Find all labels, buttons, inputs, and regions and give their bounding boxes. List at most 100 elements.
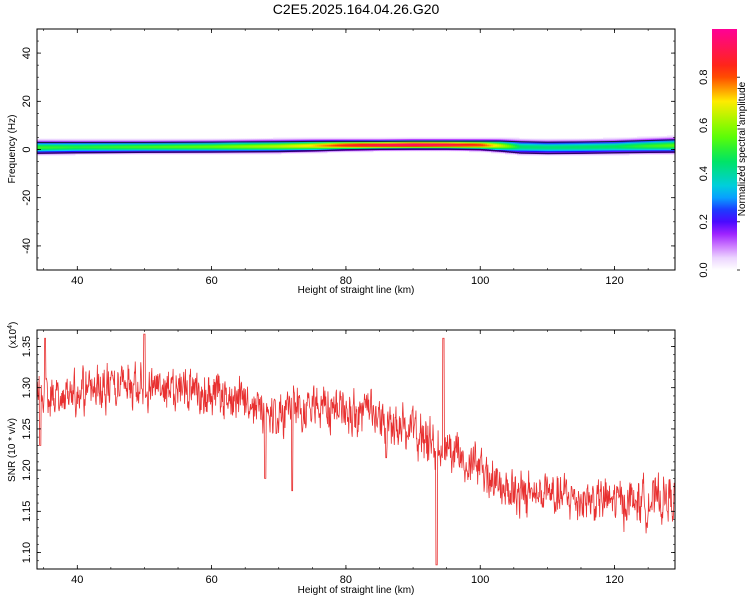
spectrogram-cell [331,148,334,151]
spectrogram-cell [231,149,234,152]
spectrogram-cell [411,145,414,147]
spectrogram-cell [357,143,360,145]
spectrogram-band-edge [259,150,262,153]
spectrogram-cell [369,137,372,140]
spectrogram-cell [71,140,74,143]
spectrogram-cell [617,153,620,156]
spectrogram-cell [655,142,658,144]
spectrogram-cell [601,153,604,156]
spectrogram-band-edge [231,151,234,153]
spectrogram-cell [69,140,72,143]
spectrogram-cell [361,144,364,146]
spectrogram-band-edge [605,152,608,154]
spectrogram-cell [459,147,462,149]
spectrogram-band-edge [549,152,552,155]
spectrogram-cell [129,138,132,141]
spectrogram-cell [509,145,512,147]
spectrogram-cell [277,149,280,152]
spectrogram-band-edge [443,140,446,142]
spectrogram-cell [535,151,538,154]
spectrogram-cell [649,138,652,141]
spectrogram-cell [385,142,388,144]
spectrogram-cell [53,148,56,151]
spectrogram-cell [291,147,294,149]
spectrogram-cell [567,153,570,156]
spectrogram-cell [329,150,332,153]
spectrogram-cell [211,138,214,141]
spectrogram-cell [473,142,476,144]
spectrogram-cell [257,142,260,144]
spectrogram-band-edge [311,140,314,142]
spectrogram-cell [143,145,146,147]
spectrogram-cell [103,145,106,147]
spectrogram-cell [49,145,52,147]
spectrogram-cell [611,148,614,151]
spectrogram-band-edge [395,148,398,150]
spectrogram-cell [169,152,172,155]
spectrogram-cell [619,145,622,147]
spectrogram-cell [297,145,300,147]
spectrogram-band-edge [215,141,218,143]
spectrogram-cell [117,148,120,151]
spectrogram-cell [307,137,310,140]
spectrogram-cell [529,148,532,151]
spectrogram-band-edge [561,141,564,143]
spectrogram-band-edge [579,141,582,143]
spectrogram-band-edge [275,150,278,153]
spectrogram-cell [201,138,204,141]
spectrogram-cell [629,149,632,152]
spectrogram-cell [437,143,440,145]
spectrogram-cell [599,148,602,151]
spectrogram-cell [199,148,202,151]
spectrogram-cell [543,149,546,152]
spectrogram-cell [101,146,104,148]
spectrogram-cell [415,144,418,146]
spectrogram-cell [507,149,510,152]
spectrogram-cell [255,147,258,149]
spectrogram-band-edge [465,140,468,142]
spectrogram-cell [549,138,552,141]
spectrogram-band-edge [353,148,356,151]
spectrogram-cell [329,137,332,140]
spectrogram-cell [201,143,204,145]
spectrogram-cell [359,137,362,140]
spectrogram-cell [255,149,258,152]
spectrogram-cell [257,147,260,149]
spectrogram-cell [455,142,458,144]
spectrogram-cell [475,150,478,153]
spectrogram-band-edge [235,151,238,153]
spectrogram-cell [605,145,608,147]
spectrogram-cell [301,147,304,149]
spectrogram-band-edge [507,151,510,153]
spectrogram-cell [507,151,510,154]
spectrogram-cell [489,137,492,140]
spectrogram-band-edge [77,141,80,143]
spectrogram-band-edge [639,140,642,142]
spectrogram-cell [133,147,136,149]
spectrogram-cell [523,144,526,146]
spectrogram-cell [313,148,316,151]
spectrogram-band-edge [199,141,202,143]
spectrogram-cell [631,143,634,145]
spectrogram-cell [493,138,496,141]
spectrogram-cell [291,139,294,142]
spectrogram-cell [645,152,648,155]
spectrogram-cell [309,148,312,151]
spectrogram-cell [153,152,156,155]
spectrogram-cell [527,149,530,152]
spectrogram-cell [345,147,348,149]
spectrogram-cell [643,144,646,146]
spectrogram-cell [287,143,290,145]
spectrogram-cell [133,148,136,151]
spectrogram-band-edge [123,141,126,143]
spectrogram-cell [535,138,538,141]
spectrogram-band-edge [163,151,166,153]
spectrogram-cell [533,148,536,151]
spectrogram-cell [335,147,338,149]
spectrogram-cell [309,144,312,146]
spectrogram-cell [303,143,306,145]
spectrogram-cell [231,142,234,144]
spectrogram-cell [99,148,102,151]
spectrogram-band-edge [107,141,110,143]
spectrogram-band-edge [249,151,252,153]
